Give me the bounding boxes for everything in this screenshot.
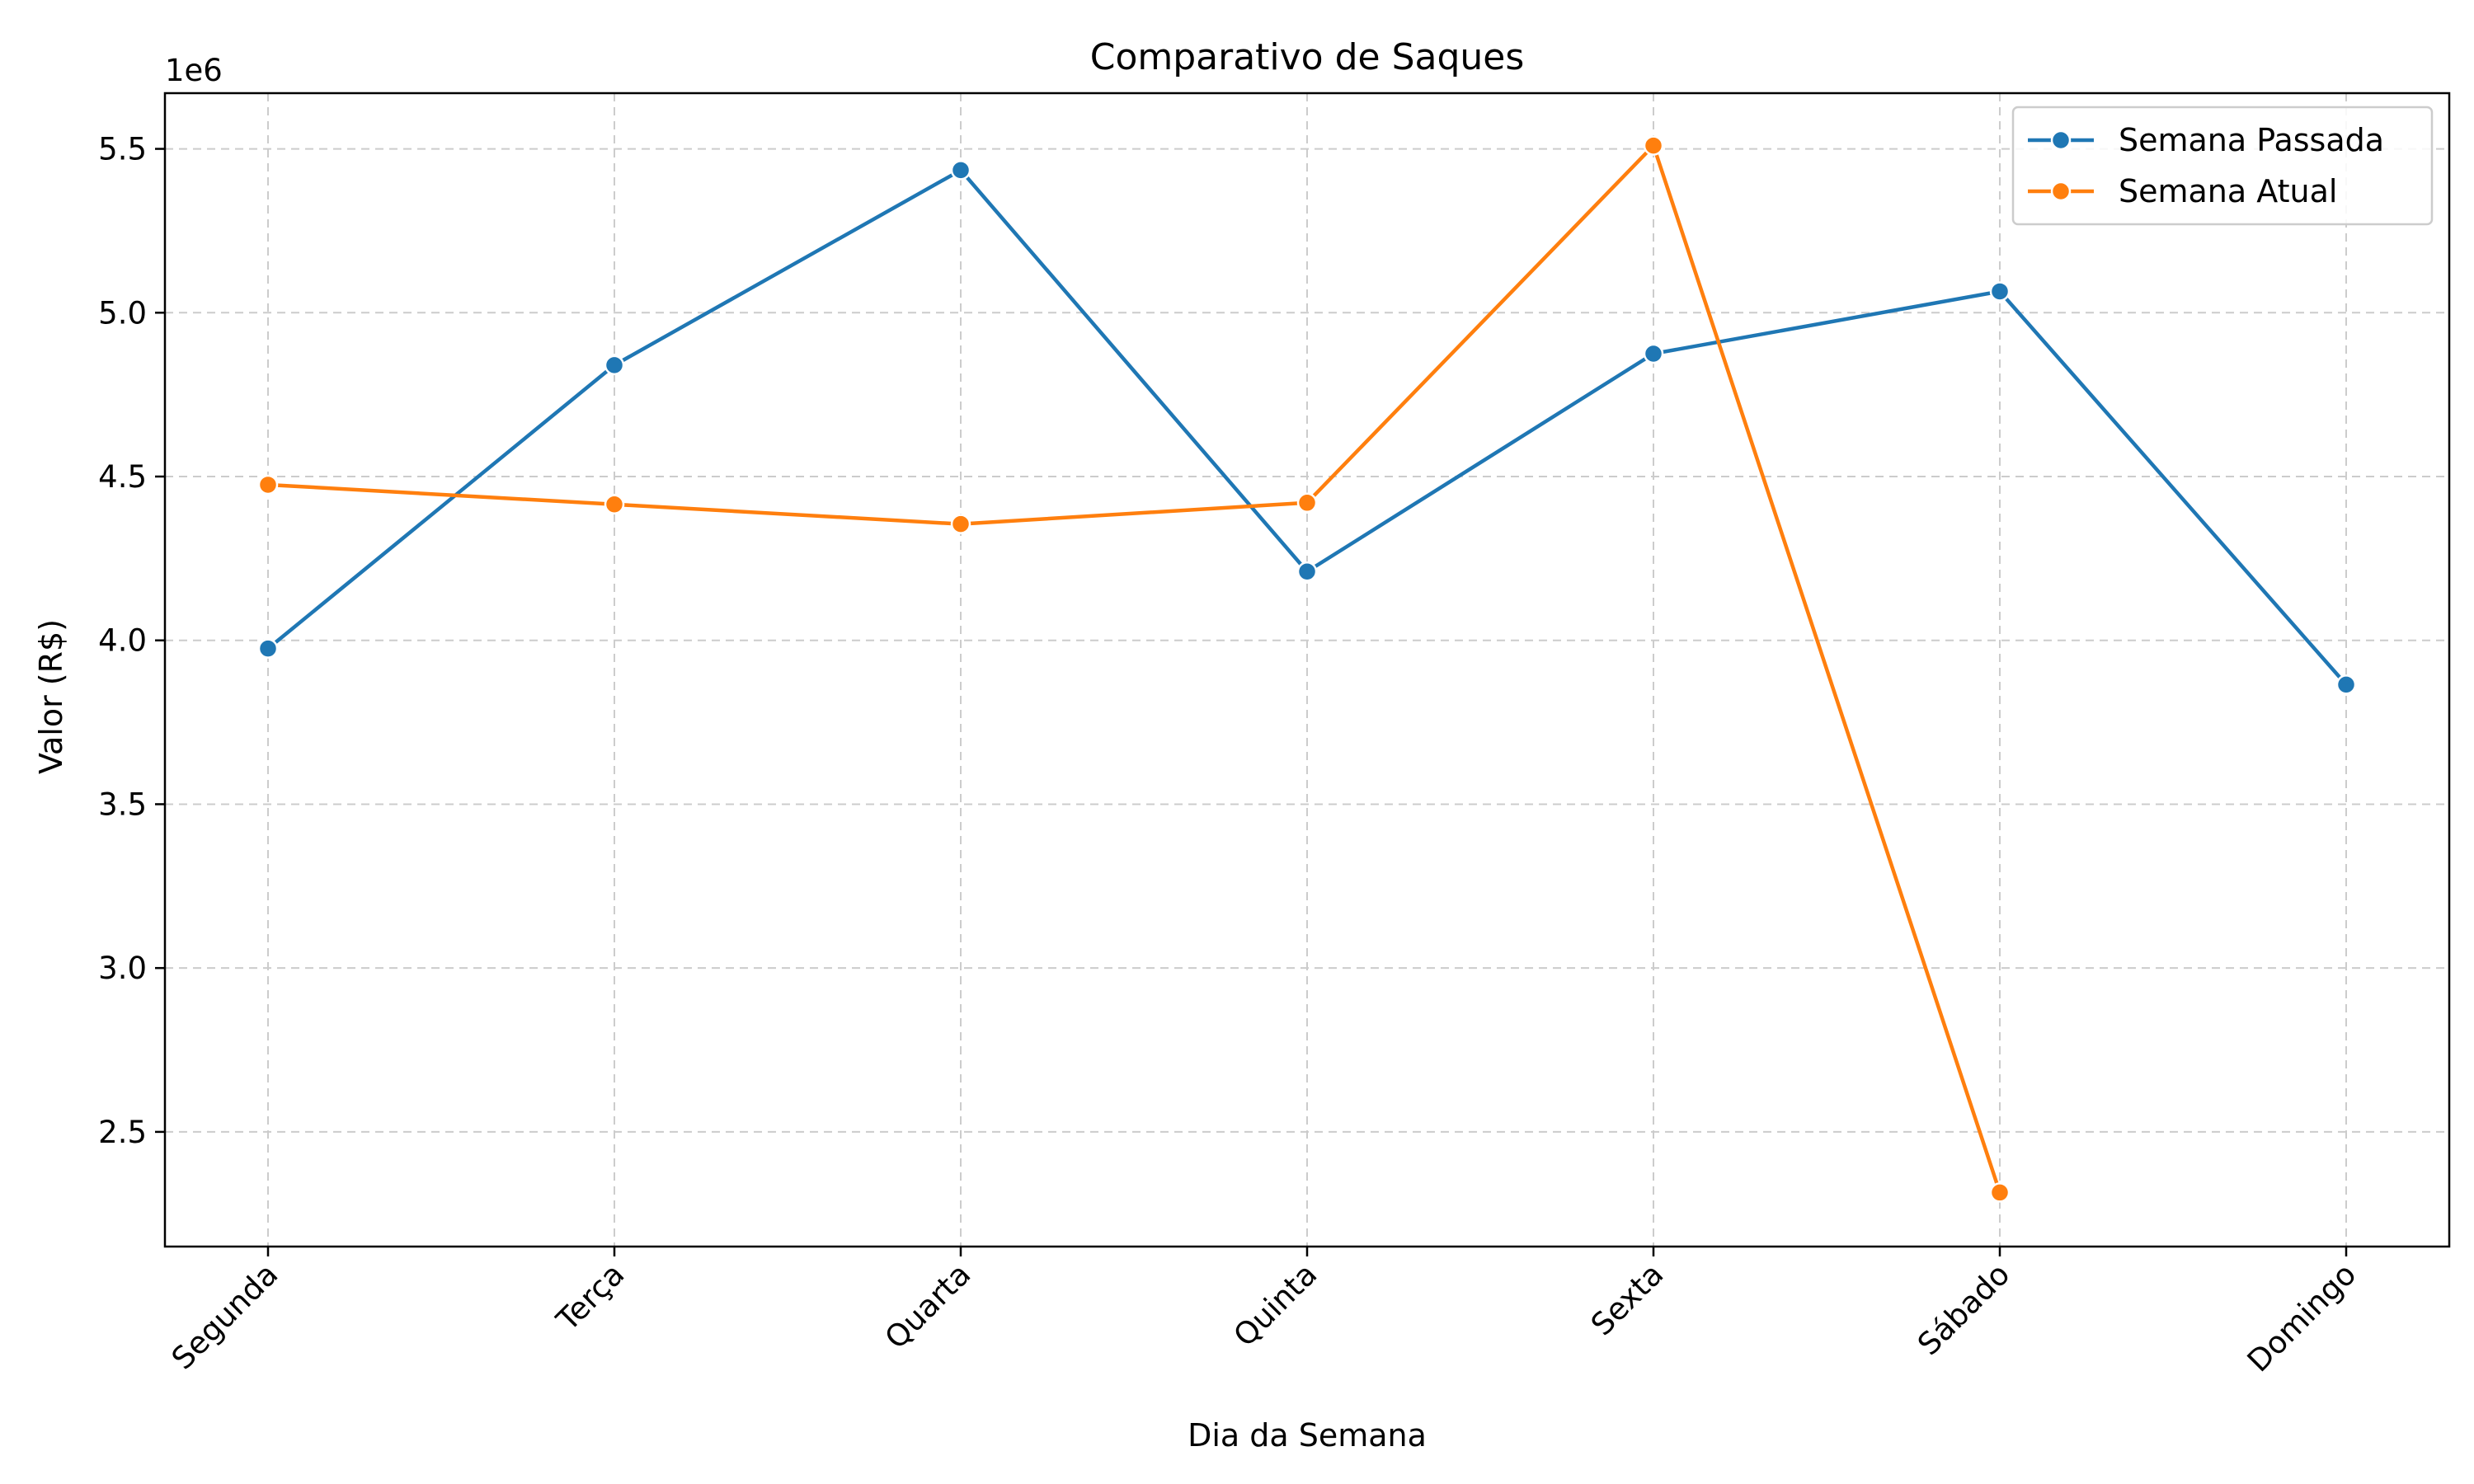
legend: Semana Passada Semana Atual bbox=[2011, 106, 2434, 226]
data-point bbox=[257, 474, 279, 495]
data-point bbox=[1296, 561, 1318, 582]
y-tick-label: 3.5 bbox=[98, 787, 147, 822]
data-point bbox=[950, 514, 971, 534]
y-axis-offset-label: 1e6 bbox=[165, 53, 223, 88]
x-tick-label: Terça bbox=[549, 1256, 631, 1338]
legend-swatch-marker bbox=[2050, 129, 2072, 151]
series-semana-atual bbox=[257, 135, 2011, 1203]
y-tick-label: 4.0 bbox=[98, 623, 147, 659]
x-tick-label: Domingo bbox=[2241, 1256, 2363, 1379]
legend-label: Semana Atual bbox=[2119, 173, 2337, 209]
data-point bbox=[1989, 1182, 2011, 1203]
x-tick-label: Quinta bbox=[1227, 1256, 1324, 1354]
y-tick-label: 4.5 bbox=[98, 459, 147, 495]
data-point bbox=[257, 638, 279, 659]
data-point bbox=[604, 494, 625, 515]
series-semana-passada bbox=[257, 160, 2357, 695]
legend-label: Semana Passada bbox=[2119, 122, 2384, 158]
data-point bbox=[1296, 492, 1318, 514]
legend-swatch-marker bbox=[2050, 181, 2072, 202]
series-line bbox=[267, 143, 2002, 1194]
data-point bbox=[1989, 281, 2011, 302]
y-tick-label: 5.5 bbox=[98, 132, 147, 167]
series-line bbox=[266, 168, 2348, 686]
x-tick-label: Sexta bbox=[1584, 1256, 1670, 1342]
x-tick-label: Quarta bbox=[878, 1256, 978, 1356]
data-point bbox=[950, 160, 971, 181]
data-point bbox=[604, 355, 625, 376]
y-tick-label: 2.5 bbox=[98, 1115, 147, 1150]
data-point bbox=[1643, 135, 1664, 156]
series-layer bbox=[257, 135, 2357, 1203]
grid-lines bbox=[165, 93, 2449, 1247]
y-tick-label: 5.0 bbox=[98, 295, 147, 331]
data-point bbox=[2335, 674, 2357, 695]
x-axis-label: Dia da Semana bbox=[1188, 1417, 1427, 1453]
data-point bbox=[1643, 343, 1664, 364]
x-tick-label: Segunda bbox=[165, 1256, 285, 1377]
chart-title: Comparativo de Saques bbox=[1090, 36, 1525, 78]
x-tick-label: Sábado bbox=[1911, 1256, 2016, 1362]
y-axis-label: Valor (R$) bbox=[33, 619, 69, 774]
y-tick-label: 3.0 bbox=[98, 951, 147, 986]
legend-box bbox=[2011, 106, 2434, 226]
